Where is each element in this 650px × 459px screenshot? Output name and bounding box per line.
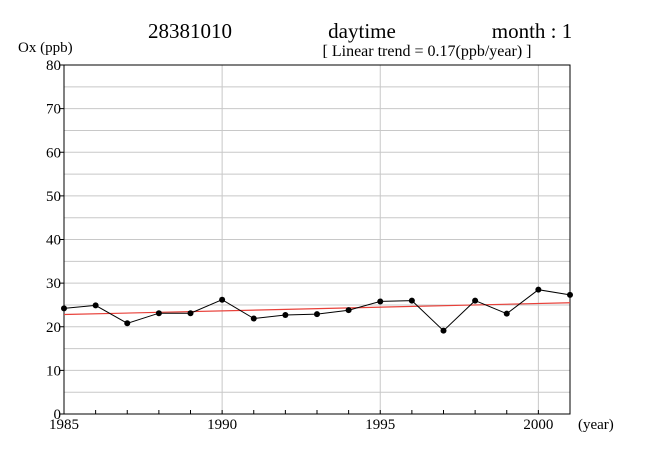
series-line — [63, 289, 571, 332]
grid — [64, 65, 570, 414]
data-point — [440, 327, 447, 334]
data-point — [250, 315, 257, 322]
data-point — [61, 305, 67, 312]
y-tick-label: 50 — [46, 189, 61, 205]
data-point — [92, 302, 99, 309]
y-axis-label: Ox (ppb) — [18, 40, 73, 56]
data-point — [567, 291, 573, 298]
y-tick-label: 80 — [46, 58, 61, 74]
data-point — [282, 311, 289, 318]
x-tick-label: 1985 — [49, 417, 79, 433]
y-tick-label: 20 — [46, 320, 61, 336]
y-tick-label: 70 — [46, 102, 61, 118]
y-tick-label: 60 — [46, 145, 61, 161]
x-axis-label: (year) — [578, 417, 614, 433]
data-point — [408, 297, 415, 304]
y-tick-label: 30 — [46, 276, 61, 292]
y-axis: 0 10 20 30 40 50 60 70 80 — [46, 58, 64, 423]
y-tick-label: 10 — [46, 363, 61, 379]
data-point — [377, 298, 384, 305]
data-point — [219, 296, 226, 303]
period-label: daytime — [328, 19, 396, 43]
x-axis: 1985 1990 1995 2000 — [49, 410, 571, 433]
month-label: month : 1 — [492, 19, 573, 43]
x-tick-label: 2000 — [523, 417, 553, 433]
trend-label: [ Linear trend = 0.17(ppb/year) ] — [323, 43, 532, 60]
data-point — [535, 286, 542, 293]
data-point — [187, 310, 194, 317]
x-tick-label: 1995 — [365, 417, 395, 433]
data-point — [503, 310, 510, 317]
y-tick-label: 40 — [46, 233, 61, 249]
series-layer — [61, 286, 573, 334]
data-point — [345, 307, 352, 314]
station-id: 28381010 — [148, 19, 232, 43]
x-tick-label: 1990 — [207, 417, 237, 433]
y-tick-label: 0 — [54, 407, 62, 423]
data-point — [314, 311, 320, 318]
data-point — [472, 297, 479, 304]
data-point — [124, 320, 131, 327]
data-point — [155, 310, 162, 317]
